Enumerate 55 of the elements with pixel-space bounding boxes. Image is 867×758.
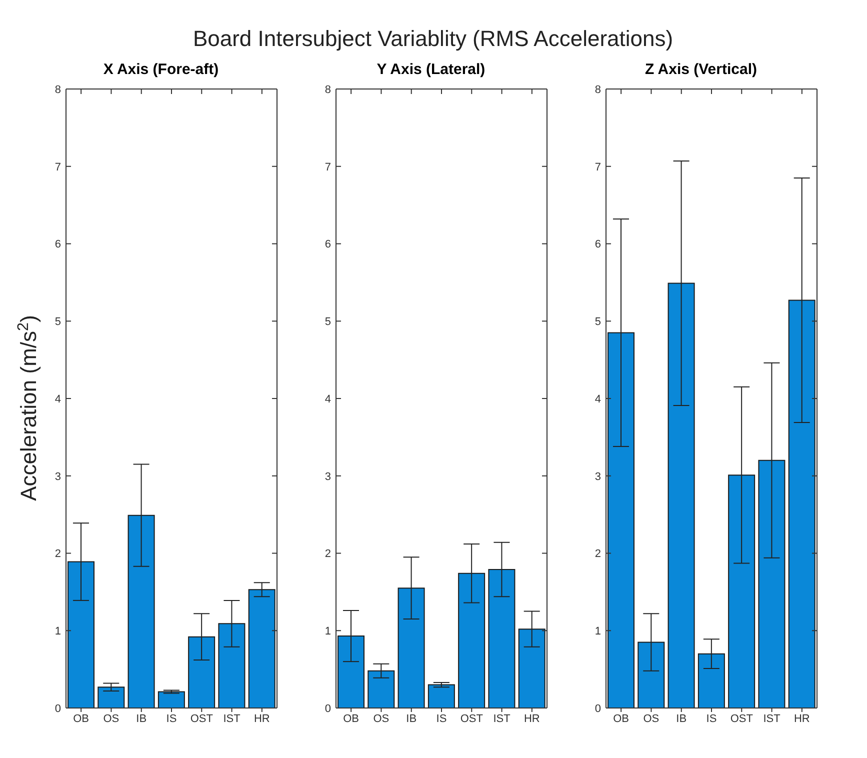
y-tick-label: 7 (594, 161, 601, 174)
x-tick-label: OB (73, 712, 90, 725)
x-tick-label: IST (223, 712, 241, 725)
y-tick-label: 1 (54, 626, 61, 638)
y-tick-label: 0 (324, 702, 331, 715)
x-tick-label: OST (730, 712, 754, 725)
x-tick-label: IST (763, 712, 781, 725)
x-tick-label: HR (254, 712, 270, 725)
y-tick-label: 8 (324, 84, 331, 96)
text: Board Intersubject Variablity (RMS Accelerations) (192, 26, 674, 52)
y-tick-label: 1 (594, 626, 601, 638)
y-tick-label: 1 (324, 626, 331, 638)
y-tick-label: 8 (54, 84, 61, 96)
y-tick-label: 6 (324, 238, 331, 251)
chart-title: Y Axis (Lateral) (376, 61, 486, 78)
y-tick-label: 4 (324, 393, 331, 406)
y-tick-label: 5 (594, 316, 601, 328)
y-tick-label: 0 (594, 702, 601, 715)
y-tick-label: 2 (594, 548, 601, 560)
x-tick-label: IST (493, 712, 511, 725)
y-tick-label: 3 (324, 470, 331, 483)
x-tick-label: OST (460, 712, 484, 725)
y-tick-label: 3 (594, 470, 601, 483)
chart-title: Z Axis (Vertical) (645, 61, 757, 78)
x-tick-label: OST (190, 712, 214, 725)
y-tick-label: 5 (324, 316, 331, 328)
y-tick-label: 7 (54, 161, 61, 174)
x-tick-label: HR (794, 712, 810, 725)
x-tick-label: IB (406, 712, 417, 725)
x-tick-label: OS (643, 712, 660, 725)
x-tick-label: IB (136, 712, 147, 725)
y-tick-label: 0 (54, 702, 61, 715)
x-tick-label: OB (613, 712, 630, 725)
y-tick-label: 5 (54, 316, 61, 328)
chart-title: X Axis (Fore-aft) (103, 61, 219, 78)
x-tick-label: OS (103, 712, 120, 725)
x-tick-label: IS (706, 712, 717, 725)
x-tick-label: IS (436, 712, 447, 725)
x-tick-label: HR (524, 712, 540, 725)
bar (158, 691, 185, 708)
x-tick-label: OS (373, 712, 390, 725)
x-tick-label: IS (166, 712, 177, 725)
x-tick-label: OB (343, 712, 360, 725)
y-tick-label: 4 (54, 393, 61, 406)
y-tick-label: 6 (54, 238, 61, 251)
bar (428, 684, 455, 708)
bar (98, 686, 125, 708)
y-tick-label: 4 (594, 393, 601, 406)
x-tick-label: IB (676, 712, 687, 725)
y-tick-label: 3 (54, 470, 61, 483)
y-tick-label: 7 (324, 161, 331, 174)
y-tick-label: 6 (594, 238, 601, 251)
y-tick-label: 2 (324, 548, 331, 560)
y-tick-label: 2 (54, 548, 61, 560)
y-tick-label: 8 (594, 84, 601, 96)
